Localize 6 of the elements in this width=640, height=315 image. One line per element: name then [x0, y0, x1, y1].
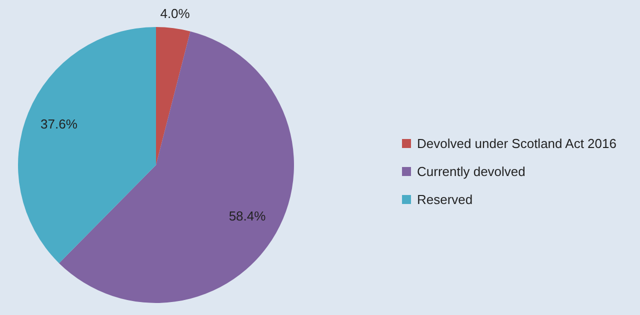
legend-label: Currently devolved: [417, 164, 526, 178]
legend-label: Devolved under Scotland Act 2016: [417, 136, 616, 150]
data-label: 37.6%: [40, 116, 78, 132]
data-label: 58.4%: [228, 208, 266, 224]
data-label: 4.0%: [160, 6, 190, 21]
legend-label: Reserved: [417, 192, 473, 206]
